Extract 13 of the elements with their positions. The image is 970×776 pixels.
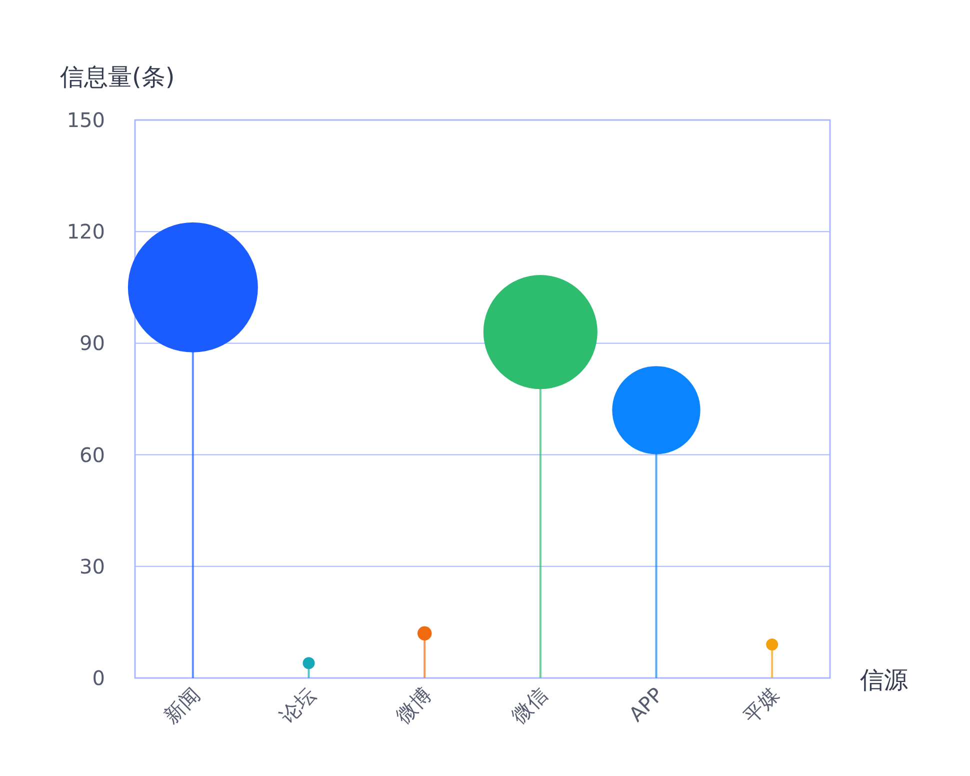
- y-axis-title: 信息量(条): [60, 63, 175, 91]
- x-tick-label: 新闻: [159, 682, 204, 728]
- x-tick-label: 论坛: [275, 682, 320, 728]
- y-tick-label: 120: [66, 220, 105, 244]
- x-axis-title: 信源: [860, 666, 908, 694]
- x-tick-label: 微信: [506, 682, 552, 728]
- x-tick-label: 平媒: [738, 682, 784, 728]
- x-tick-label: 微博: [390, 682, 436, 728]
- y-tick-label: 150: [66, 108, 105, 132]
- y-tick-label: 0: [92, 666, 105, 690]
- y-tick-label: 90: [80, 331, 105, 356]
- y-tick-label: 60: [80, 442, 105, 467]
- y-tick-label: 30: [80, 554, 105, 578]
